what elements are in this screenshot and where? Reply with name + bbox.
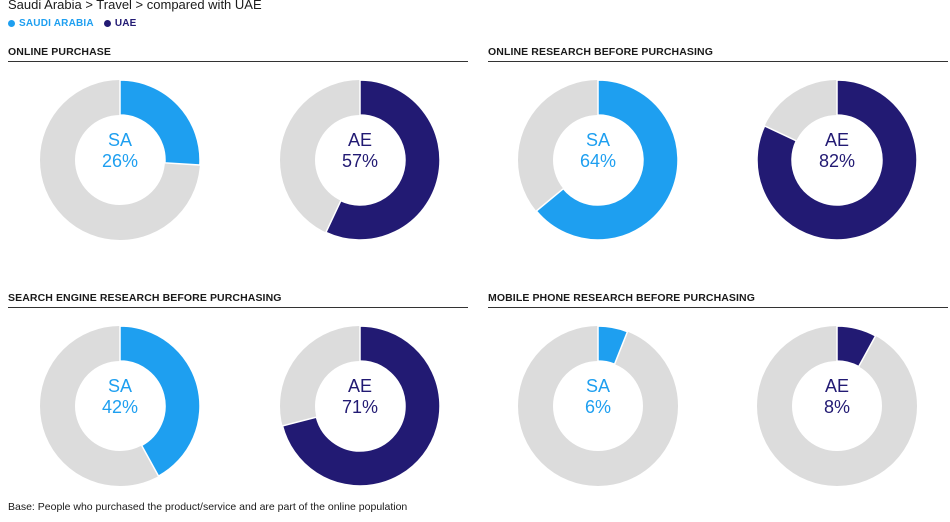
donut-chart	[518, 79, 679, 241]
donut-ae: AE 82%	[752, 75, 922, 245]
legend-label: SAUDI ARABIA	[19, 18, 94, 29]
donut-value: 57%	[341, 151, 379, 171]
chart-panel-online-purchase: ONLINE PURCHASE SA 26% AE 57%	[8, 46, 468, 246]
donut-chart	[757, 325, 917, 486]
donut-chart	[756, 79, 918, 241]
donut-value: 71%	[341, 397, 379, 417]
chart-panel-online-research: ONLINE RESEARCH BEFORE PURCHASING SA 64%…	[488, 46, 948, 246]
chart-panel-search-engine-research: SEARCH ENGINE RESEARCH BEFORE PURCHASING…	[8, 292, 468, 492]
legend-dot-icon	[8, 20, 15, 27]
divider	[8, 307, 468, 308]
donut-segment	[756, 79, 918, 241]
donut-code: SA	[107, 130, 132, 150]
donut-ae: AE 71%	[275, 321, 445, 491]
donut-sa: SA 64%	[513, 75, 683, 245]
donut-value: 8%	[823, 397, 850, 417]
donut-value: 26%	[101, 151, 139, 171]
donut-segment	[324, 79, 441, 241]
donut-code: SA	[107, 376, 132, 396]
footnote: Base: People who purchased the product/s…	[8, 501, 408, 513]
panel-title: ONLINE RESEARCH BEFORE PURCHASING	[488, 46, 713, 58]
donut-code: AE	[824, 130, 849, 150]
donut-segment	[535, 79, 679, 241]
panel-title: MOBILE PHONE RESEARCH BEFORE PURCHASING	[488, 292, 756, 304]
donut-value: 82%	[818, 151, 856, 171]
donut-segment	[119, 79, 201, 166]
divider	[488, 61, 948, 62]
donut-code: AE	[824, 376, 849, 396]
chart-panel-mobile-phone-research: MOBILE PHONE RESEARCH BEFORE PURCHASING …	[488, 292, 948, 492]
donut-chart	[40, 79, 201, 240]
donut-value: 6%	[584, 397, 611, 417]
legend-item-saudi-arabia: SAUDI ARABIA	[8, 18, 94, 29]
donut-ae: AE 8%	[752, 321, 922, 491]
donut-code: AE	[347, 376, 372, 396]
divider	[8, 61, 468, 62]
legend: SAUDI ARABIA UAE	[8, 18, 137, 29]
legend-dot-icon	[103, 20, 111, 27]
donut-sa: SA 26%	[35, 75, 205, 245]
legend-item-uae: UAE	[103, 18, 137, 29]
donut-chart	[40, 325, 201, 486]
donut-segment	[119, 325, 201, 478]
donut-sa: SA 42%	[35, 321, 205, 491]
donut-value: 64%	[579, 151, 617, 171]
divider	[488, 307, 948, 308]
donut-segment	[836, 325, 877, 368]
donut-code: SA	[585, 376, 610, 396]
panel-title: ONLINE PURCHASE	[8, 46, 112, 58]
donut-sa: SA 6%	[513, 321, 683, 491]
donut-chart	[518, 325, 678, 486]
donut-chart	[280, 79, 441, 241]
donut-ae: AE 57%	[275, 75, 445, 245]
donut-value: 42%	[101, 397, 139, 417]
donut-code: AE	[347, 130, 372, 150]
donut-segment	[281, 325, 441, 487]
donut-chart	[280, 325, 441, 487]
donut-segment	[597, 325, 629, 366]
panel-title: SEARCH ENGINE RESEARCH BEFORE PURCHASING	[8, 292, 282, 304]
breadcrumb: Saudi Arabia > Travel > compared with UA…	[8, 0, 262, 12]
legend-label: UAE	[114, 18, 137, 29]
donut-code: SA	[585, 130, 610, 150]
